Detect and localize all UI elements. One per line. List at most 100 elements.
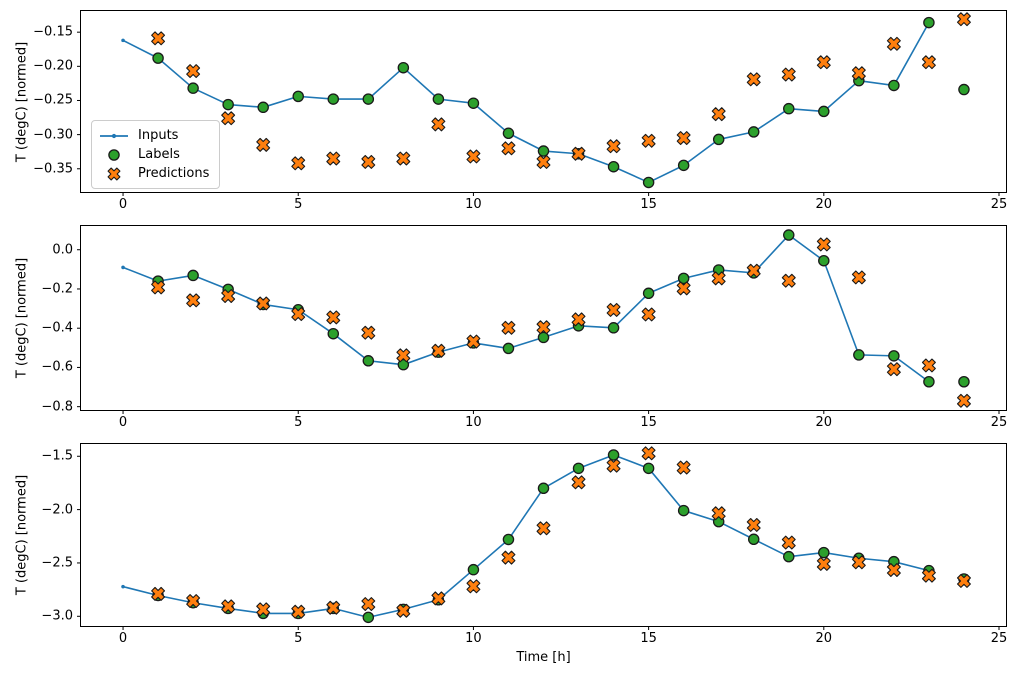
inputs-line bbox=[122, 22, 930, 184]
labels-point bbox=[502, 127, 515, 140]
legend-label-labels: Labels bbox=[138, 147, 180, 162]
legend-label-predictions: Predictions bbox=[138, 166, 210, 181]
y-tick-label: −0.30 bbox=[33, 127, 73, 143]
predictions-point bbox=[186, 594, 201, 609]
labels-point bbox=[853, 349, 865, 361]
labels-point bbox=[923, 376, 935, 388]
predictions-point bbox=[571, 475, 586, 490]
predictions-point bbox=[291, 156, 306, 171]
labels-point bbox=[187, 269, 199, 282]
predictions-point bbox=[571, 146, 586, 161]
predictions-point bbox=[816, 55, 831, 70]
labels-point bbox=[502, 533, 515, 546]
predictions-point bbox=[921, 358, 936, 373]
legend: Inputs Labels Predictions bbox=[91, 120, 221, 189]
inputs-line bbox=[122, 234, 930, 383]
x-tick-label: 15 bbox=[640, 415, 657, 430]
y-tick-label: −0.6 bbox=[41, 359, 73, 375]
labels-point bbox=[292, 90, 304, 103]
predictions-point bbox=[326, 600, 341, 615]
x-tick-label: 20 bbox=[815, 631, 833, 646]
labels-point bbox=[362, 93, 375, 105]
labels-point bbox=[607, 322, 620, 334]
predictions-point bbox=[781, 67, 796, 82]
predictions-point bbox=[186, 64, 201, 79]
x-tick-label: 25 bbox=[990, 415, 1008, 430]
predictions-point bbox=[571, 312, 586, 327]
predictions-point bbox=[221, 599, 236, 614]
predictions-point bbox=[746, 517, 761, 532]
predictions-point bbox=[676, 131, 691, 146]
predictions-point bbox=[606, 139, 621, 154]
predictions-point bbox=[606, 458, 621, 473]
predictions-point bbox=[641, 133, 656, 148]
labels-point bbox=[818, 254, 830, 267]
predictions-point bbox=[431, 343, 446, 358]
predictions-point bbox=[641, 307, 656, 322]
predictions-point bbox=[606, 302, 621, 317]
x-tick-label: 10 bbox=[465, 415, 482, 430]
predictions-point bbox=[641, 446, 656, 461]
labels-point bbox=[607, 160, 620, 173]
legend-item-inputs: Inputs bbox=[99, 126, 209, 145]
predictions-point bbox=[816, 556, 831, 571]
y-tick-label: −0.4 bbox=[41, 320, 73, 336]
labels-point bbox=[222, 98, 234, 111]
inputs-line bbox=[122, 454, 930, 619]
x-tick-label: 25 bbox=[990, 197, 1008, 212]
predictions-point bbox=[361, 597, 376, 612]
predictions-point bbox=[326, 151, 341, 166]
predictions-point bbox=[361, 325, 376, 340]
predictions-point bbox=[396, 151, 411, 166]
predictions-point bbox=[921, 568, 936, 583]
predictions-point bbox=[291, 307, 306, 322]
labels-point bbox=[502, 342, 515, 355]
y-tick-label: −0.20 bbox=[33, 58, 73, 74]
predictions-point bbox=[396, 603, 411, 618]
predictions-point bbox=[186, 293, 201, 308]
y-tick-label: −3.0 bbox=[41, 608, 73, 624]
labels-point bbox=[397, 358, 410, 371]
predictions-point bbox=[501, 320, 516, 335]
y-tick-label: −0.35 bbox=[33, 161, 73, 177]
predictions-point bbox=[361, 154, 376, 169]
subplot-bottom-plot-area bbox=[77, 446, 1000, 630]
subplot-top-plot-area bbox=[77, 12, 1000, 196]
predictions-point bbox=[396, 348, 411, 363]
labels-point bbox=[327, 327, 340, 340]
x-tick-label: 0 bbox=[118, 415, 128, 430]
labels-point bbox=[362, 611, 375, 624]
labels-circle-icon bbox=[99, 147, 129, 163]
subplot-middle: T (degC) [normed] 0 5 10 15 20 25 0.0 −0.2 −0.4 −… bbox=[15, 225, 1007, 429]
predictions-point bbox=[466, 149, 481, 164]
y-tick-label: −2.0 bbox=[41, 502, 73, 518]
predictions-point bbox=[851, 555, 866, 570]
labels-point bbox=[888, 79, 900, 92]
labels-point bbox=[747, 533, 760, 546]
labels-point bbox=[958, 83, 970, 96]
predictions-point bbox=[256, 137, 271, 152]
y-tick-label: −0.8 bbox=[41, 399, 73, 415]
labels-point bbox=[572, 462, 585, 475]
labels-point bbox=[432, 93, 445, 105]
predictions-point bbox=[746, 263, 761, 278]
predictions-point bbox=[921, 55, 936, 70]
labels-point bbox=[467, 97, 480, 109]
y-tick-label: −0.25 bbox=[33, 92, 73, 108]
predictions-x-icon bbox=[99, 166, 129, 182]
predictions-point bbox=[536, 521, 551, 536]
predictions-point bbox=[851, 270, 866, 285]
inputs-line-icon bbox=[99, 128, 129, 144]
subplot-bottom-y-axis-label: T (degC) [normed] bbox=[14, 474, 30, 596]
x-tick-label: 15 bbox=[640, 197, 657, 212]
labels-point bbox=[783, 229, 795, 241]
inputs-point bbox=[121, 265, 125, 270]
predictions-point bbox=[956, 393, 971, 408]
predictions-point bbox=[781, 535, 796, 550]
labels-point bbox=[327, 93, 340, 105]
predictions-point bbox=[536, 154, 551, 169]
labels-point bbox=[783, 550, 795, 563]
x-tick-label: 10 bbox=[465, 631, 482, 646]
predictions-point bbox=[466, 334, 481, 349]
